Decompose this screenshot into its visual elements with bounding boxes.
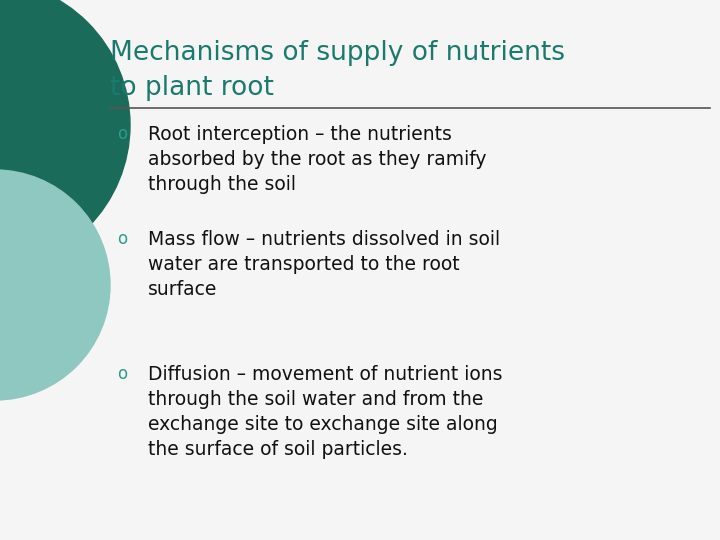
Text: to plant root: to plant root	[110, 75, 274, 101]
Text: o: o	[117, 365, 127, 383]
Circle shape	[0, 0, 130, 270]
Text: Diffusion – movement of nutrient ions
through the soil water and from the
exchan: Diffusion – movement of nutrient ions th…	[148, 365, 503, 459]
Text: o: o	[117, 125, 127, 143]
Text: Root interception – the nutrients
absorbed by the root as they ramify
through th: Root interception – the nutrients absorb…	[148, 125, 487, 194]
Circle shape	[0, 170, 110, 400]
Text: Mechanisms of supply of nutrients: Mechanisms of supply of nutrients	[110, 40, 565, 66]
Text: Mass flow – nutrients dissolved in soil
water are transported to the root
surfac: Mass flow – nutrients dissolved in soil …	[148, 230, 500, 299]
Text: o: o	[117, 230, 127, 248]
